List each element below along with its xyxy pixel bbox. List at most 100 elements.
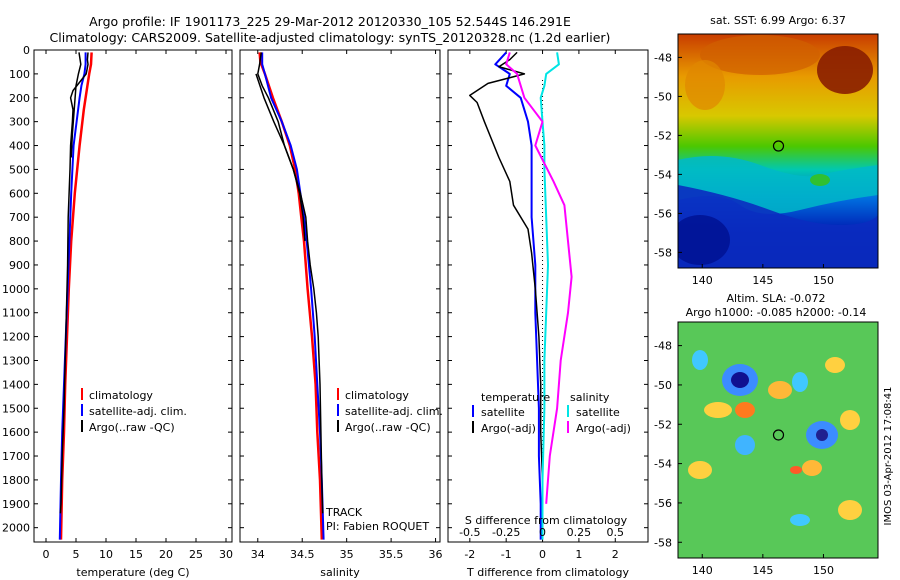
x-tick-label: 35 [340,548,354,561]
sla-heatmap-image [678,322,878,558]
figure-title-line-2: Climatology: CARS2009. Satellite-adjuste… [49,30,611,45]
x-tick-label: 34.5 [290,548,315,561]
map-subtitle: Argo h1000: -0.085 h2000: -0.14 [686,306,867,319]
x-tick-label: 150 [813,564,834,577]
y-tick-label: 300 [9,116,30,129]
x-tick-label: 34 [251,548,265,561]
series-line-argo-raw-qc- [59,52,89,514]
map-frame [677,33,879,269]
x-axis-label: T difference from climatology [466,566,629,579]
y-tick-label: 1900 [2,498,30,511]
series-line-argo-raw-qc- [70,52,82,158]
panel-salinity [239,49,441,543]
y-tick-label: 500 [9,163,30,176]
y-tick-label: -56 [654,207,672,220]
y-tick-label: 900 [9,259,30,272]
legend-label: Argo(-adj) [481,422,536,435]
x-tick-label: 0 [539,548,546,561]
series-line-salinity-satellite [539,52,560,540]
x2-axis-label: S difference from climatology [465,514,628,527]
series-line-temperature-argo-adj- [469,51,544,514]
argo-position-marker [772,429,785,441]
y-tick-label: -56 [654,497,672,510]
legend-group-title: temperature [481,391,550,404]
y-tick-label: 2000 [2,522,30,535]
timestamp-stamp: IMOS 03-Apr-2012 17:08:41 [883,387,894,526]
x-tick-label: -2 [464,548,475,561]
x-tick-label: 36 [429,548,443,561]
legend-label: satellite-adj. clim. [345,405,443,418]
x-tick-label: 30 [219,548,233,561]
figure-title-line-1: Argo profile: IF 1901173_225 29-Mar-2012… [89,14,571,29]
series-line-climatology [59,52,93,540]
sst-heatmap-image [678,34,878,268]
series-line-salinity-argo-adj- [505,52,573,504]
series-line-argo-raw-qc- [255,73,306,242]
legend-label: Argo(..raw -QC) [89,421,175,434]
y-tick-label: 1400 [2,378,30,391]
x-tick-label: 25 [189,548,203,561]
x-tick-label: 140 [692,564,713,577]
argo-position-marker [772,140,785,152]
y-tick-label: 1700 [2,450,30,463]
plot-frame-salinity [239,49,441,543]
y-tick-label: -54 [654,458,672,471]
y-tick-label: -52 [654,418,672,431]
y-tick-label: 1300 [2,354,30,367]
x-tick-label: 145 [752,564,773,577]
x-tick-label: 2 [612,548,619,561]
x-tick-label: 10 [99,548,113,561]
x-tick-label: 145 [752,274,773,287]
x-tick-label: 140 [692,274,713,287]
x-tick-label: 150 [813,274,834,287]
x2-tick-label: 0.5 [607,526,625,539]
map-title: sat. SST: 6.99 Argo: 6.37 [710,14,846,27]
panel-annotation: TRACK [325,506,363,519]
panel-difference [447,49,649,543]
y-tick-label: 1100 [2,307,30,320]
series-line-satellite-adj-clim- [261,52,325,540]
y-tick-label: -50 [654,379,672,392]
legend-label: climatology [89,389,153,402]
legend-label: satellite [576,406,620,419]
y-tick-label: 1500 [2,402,30,415]
legend-label: Argo(..raw -QC) [345,421,431,434]
y-tick-label: -50 [654,90,672,103]
y-tick-label: -58 [654,536,672,549]
y-tick-label: -48 [654,340,672,353]
x-axis-label: salinity [320,566,360,579]
x-tick-label: 15 [129,548,143,561]
legend-label: satellite-adj. clim. [89,405,187,418]
panel-temperature [33,49,233,543]
x2-tick-label: 0 [539,526,546,539]
y-tick-label: -58 [654,246,672,259]
series-line-temperature-satellite [494,51,542,540]
x2-tick-label: -0.25 [492,526,520,539]
legend-label: climatology [345,389,409,402]
y-tick-label: 100 [9,68,30,81]
y-tick-label: 0 [23,44,30,57]
x-tick-label: 20 [159,548,173,561]
map-title: Altim. SLA: -0.072 [726,292,825,305]
y-tick-label: 400 [9,140,30,153]
y-tick-label: -54 [654,168,672,181]
legend-label: Argo(-adj) [576,422,631,435]
y-tick-label: -48 [654,51,672,64]
y-tick-label: 1600 [2,426,30,439]
y-tick-label: 700 [9,211,30,224]
x-tick-label: 35.5 [379,548,404,561]
x-tick-label: 0 [43,548,50,561]
x-tick-label: -1 [501,548,512,561]
x2-tick-label: 0.25 [567,526,592,539]
map-frame [677,321,879,559]
series-line-argo-raw-qc- [257,52,324,514]
panel-sst-map [677,33,879,269]
legend-label: satellite [481,406,525,419]
y-tick-label: 1800 [2,474,30,487]
legend-group-title: salinity [570,391,610,404]
x2-tick-label: -0.5 [459,526,480,539]
x-tick-label: 1 [575,548,582,561]
y-tick-label: -52 [654,129,672,142]
y-tick-label: 1000 [2,283,30,296]
